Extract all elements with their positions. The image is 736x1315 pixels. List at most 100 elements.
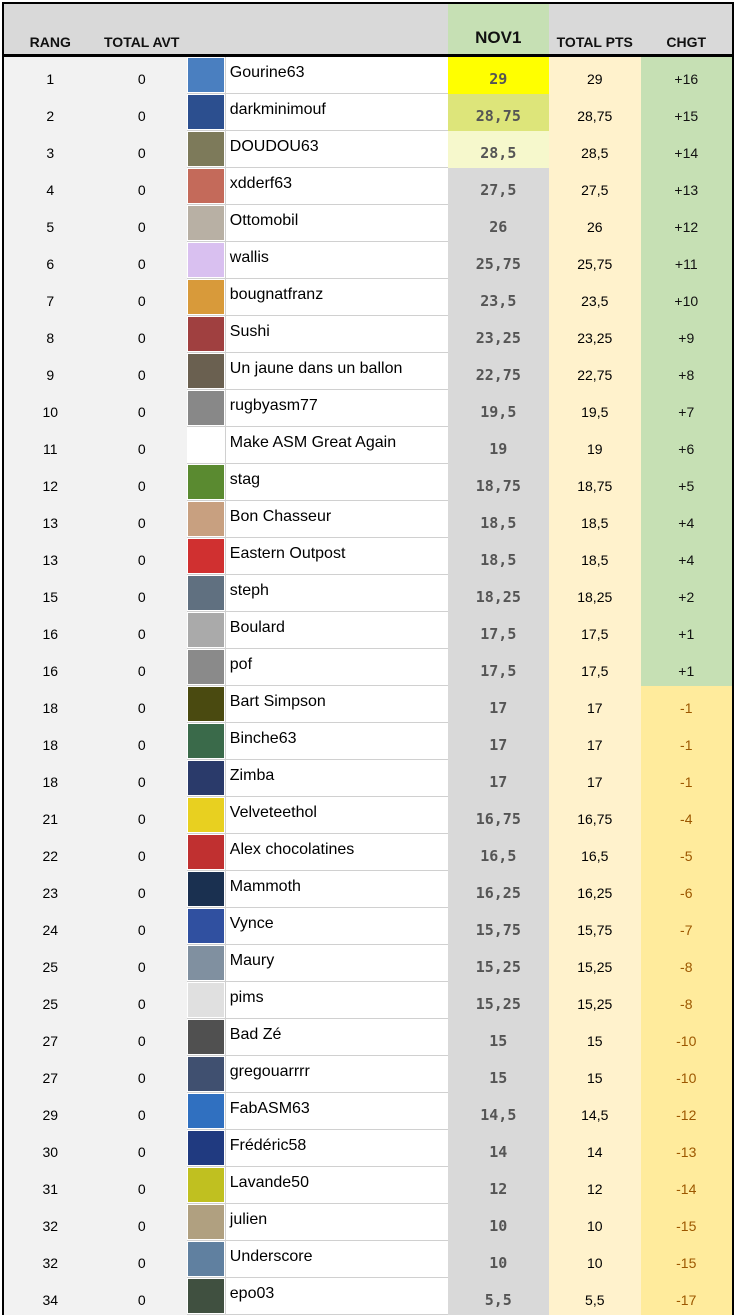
total-avt-cell[interactable]: 0 [96, 168, 187, 205]
total-pts-cell[interactable]: 18,75 [549, 464, 641, 501]
nov1-cell[interactable]: 15 [447, 1019, 550, 1056]
avatar-cell[interactable] [186, 686, 225, 723]
rang-cell[interactable]: 13 [4, 501, 97, 538]
chgt-cell[interactable]: -5 [640, 834, 733, 871]
name-cell[interactable]: Bart Simpson [224, 686, 448, 723]
avatar-cell[interactable] [186, 649, 225, 686]
nov1-cell[interactable]: 14,5 [447, 1093, 550, 1130]
total-pts-cell[interactable]: 28,5 [549, 131, 641, 168]
avatar-cell[interactable] [186, 242, 225, 279]
chgt-cell[interactable]: -4 [640, 797, 733, 834]
total-avt-cell[interactable]: 0 [96, 94, 187, 131]
rang-cell[interactable]: 15 [4, 575, 97, 612]
name-cell[interactable]: Lavande50 [224, 1167, 448, 1204]
nov1-cell[interactable]: 25,75 [447, 242, 550, 279]
header-nov1[interactable]: NOV1 [447, 4, 549, 54]
name-cell[interactable]: Underscore [224, 1241, 448, 1278]
total-pts-cell[interactable]: 15,25 [549, 982, 641, 1019]
name-cell[interactable]: pof [224, 649, 448, 686]
chgt-cell[interactable]: -8 [640, 982, 733, 1019]
avatar-cell[interactable] [186, 427, 225, 464]
name-cell[interactable]: steph [224, 575, 448, 612]
total-pts-cell[interactable]: 28,75 [549, 94, 641, 131]
total-avt-cell[interactable]: 0 [96, 649, 187, 686]
nov1-cell[interactable]: 28,75 [447, 94, 550, 131]
avatar-cell[interactable] [186, 834, 225, 871]
total-pts-cell[interactable]: 23,5 [549, 279, 641, 316]
nov1-cell[interactable]: 17 [447, 686, 550, 723]
name-cell[interactable]: xdderf63 [224, 168, 448, 205]
avatar-cell[interactable] [186, 1130, 225, 1167]
header-total-avt[interactable]: TOTAL AVT [104, 34, 180, 50]
rang-cell[interactable]: 11 [4, 427, 97, 464]
chgt-cell[interactable]: +6 [640, 427, 733, 464]
chgt-cell[interactable]: -14 [640, 1167, 733, 1204]
total-pts-cell[interactable]: 15,75 [549, 908, 641, 945]
header-rang[interactable]: RANG [29, 34, 71, 50]
name-cell[interactable]: stag [224, 464, 448, 501]
rang-cell[interactable]: 18 [4, 686, 97, 723]
nov1-cell[interactable]: 19 [447, 427, 550, 464]
rang-cell[interactable]: 9 [4, 353, 97, 390]
nov1-cell[interactable]: 14 [447, 1130, 550, 1167]
avatar-cell[interactable] [186, 1241, 225, 1278]
nov1-cell[interactable]: 17,5 [447, 649, 550, 686]
name-cell[interactable]: Binche63 [224, 723, 448, 760]
chgt-cell[interactable]: +4 [640, 538, 733, 575]
rang-cell[interactable]: 18 [4, 723, 97, 760]
total-avt-cell[interactable]: 0 [96, 612, 187, 649]
avatar-cell[interactable] [186, 945, 225, 982]
avatar-cell[interactable] [186, 797, 225, 834]
chgt-cell[interactable]: +15 [640, 94, 733, 131]
name-cell[interactable]: Ottomobil [224, 205, 448, 242]
name-cell[interactable]: julien [224, 1204, 448, 1241]
avatar-cell[interactable] [186, 1204, 225, 1241]
total-pts-cell[interactable]: 19 [549, 427, 641, 464]
rang-cell[interactable]: 30 [4, 1130, 97, 1167]
rang-cell[interactable]: 1 [4, 57, 97, 94]
total-avt-cell[interactable]: 0 [96, 1204, 187, 1241]
name-cell[interactable]: Bon Chasseur [224, 501, 448, 538]
chgt-cell[interactable]: -10 [640, 1019, 733, 1056]
avatar-cell[interactable] [186, 575, 225, 612]
avatar-cell[interactable] [186, 279, 225, 316]
chgt-cell[interactable]: +13 [640, 168, 733, 205]
total-pts-cell[interactable]: 16,25 [549, 871, 641, 908]
chgt-cell[interactable]: +11 [640, 242, 733, 279]
total-pts-cell[interactable]: 16,75 [549, 797, 641, 834]
chgt-cell[interactable]: +5 [640, 464, 733, 501]
total-pts-cell[interactable]: 29 [549, 57, 641, 94]
total-pts-cell[interactable]: 17,5 [549, 612, 641, 649]
nov1-cell[interactable]: 18,25 [447, 575, 550, 612]
avatar-cell[interactable] [186, 353, 225, 390]
total-avt-cell[interactable]: 0 [96, 982, 187, 1019]
total-avt-cell[interactable]: 0 [96, 1093, 187, 1130]
chgt-cell[interactable]: -8 [640, 945, 733, 982]
avatar-cell[interactable] [186, 1019, 225, 1056]
rang-cell[interactable]: 27 [4, 1019, 97, 1056]
total-pts-cell[interactable]: 15 [549, 1056, 641, 1093]
chgt-cell[interactable]: -17 [640, 1278, 733, 1315]
chgt-cell[interactable]: -1 [640, 686, 733, 723]
total-avt-cell[interactable]: 0 [96, 908, 187, 945]
total-avt-cell[interactable]: 0 [96, 723, 187, 760]
avatar-cell[interactable] [186, 612, 225, 649]
name-cell[interactable]: Boulard [224, 612, 448, 649]
avatar-cell[interactable] [186, 982, 225, 1019]
rang-cell[interactable]: 16 [4, 612, 97, 649]
name-cell[interactable]: Gourine63 [224, 57, 448, 94]
total-pts-cell[interactable]: 12 [549, 1167, 641, 1204]
header-chgt[interactable]: CHGT [666, 34, 707, 50]
rang-cell[interactable]: 5 [4, 205, 97, 242]
total-avt-cell[interactable]: 0 [96, 205, 187, 242]
rang-cell[interactable]: 23 [4, 871, 97, 908]
header-name[interactable] [225, 4, 448, 54]
total-avt-cell[interactable]: 0 [96, 945, 187, 982]
chgt-cell[interactable]: -15 [640, 1241, 733, 1278]
total-avt-cell[interactable]: 0 [96, 538, 187, 575]
total-avt-cell[interactable]: 0 [96, 464, 187, 501]
rang-cell[interactable]: 32 [4, 1204, 97, 1241]
header-total-pts[interactable]: TOTAL PTS [556, 34, 633, 50]
rang-cell[interactable]: 10 [4, 390, 97, 427]
avatar-cell[interactable] [186, 723, 225, 760]
